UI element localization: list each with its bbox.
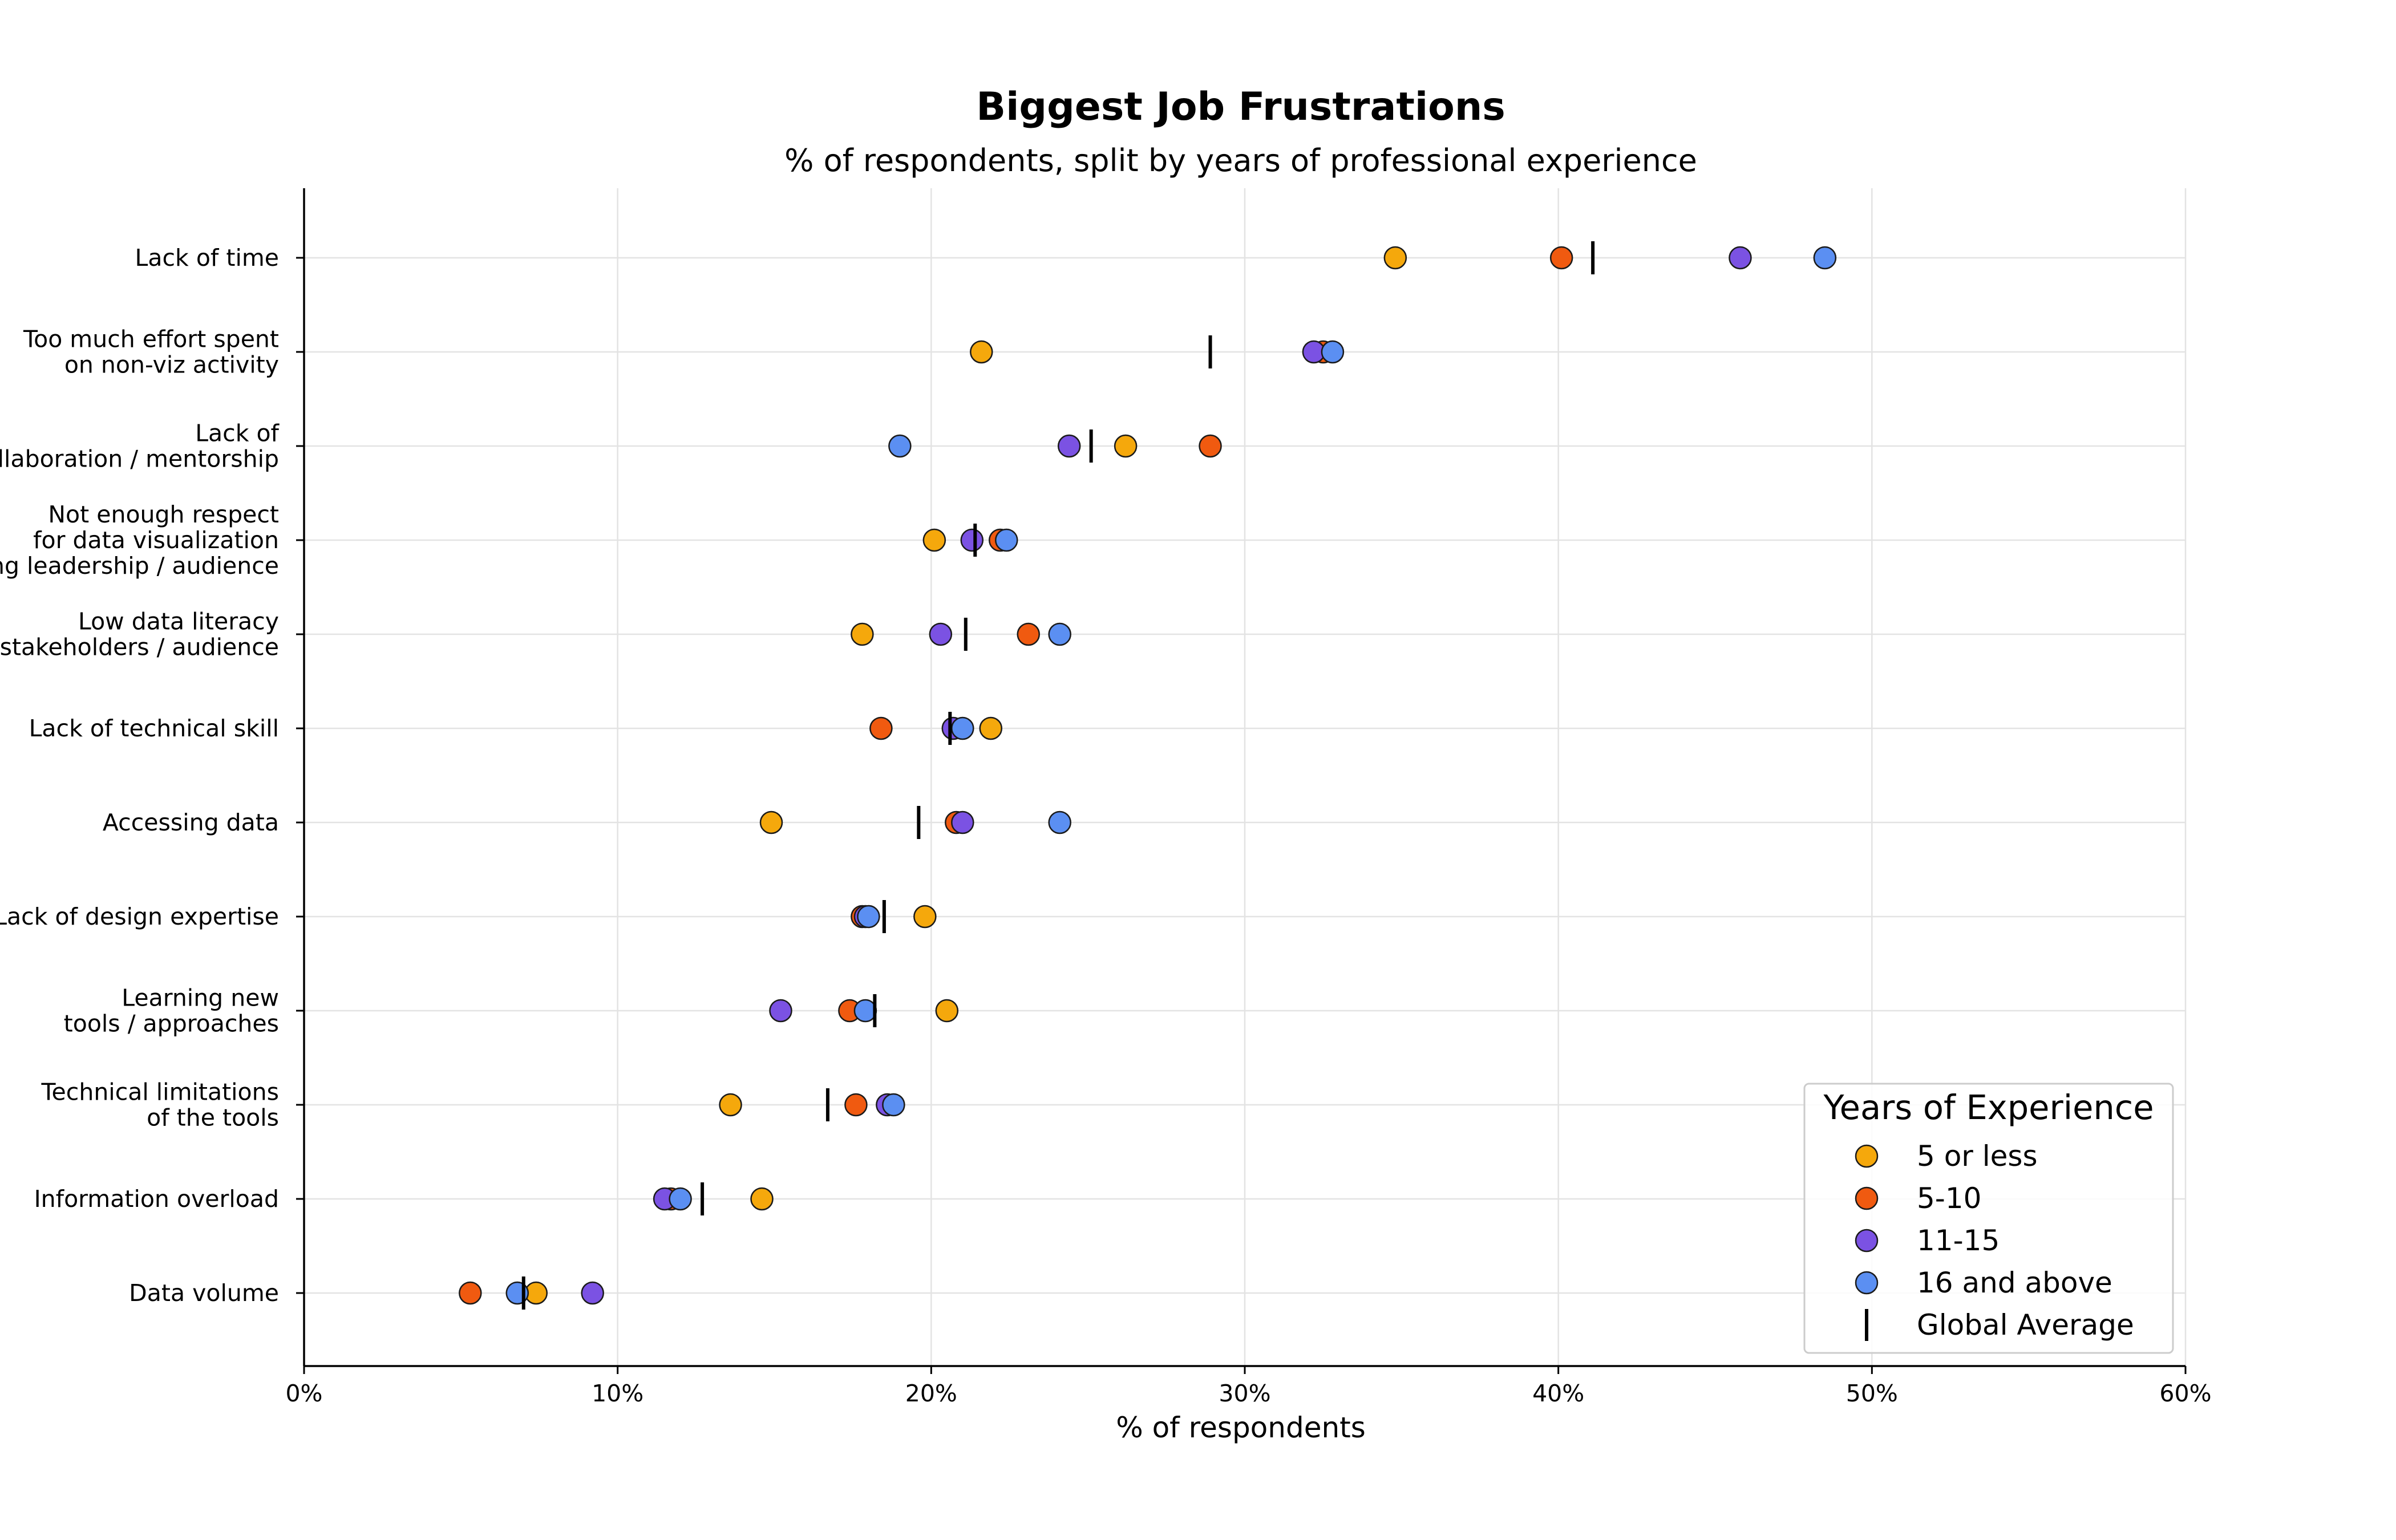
- y-tick-label: Lack of technical skill: [29, 715, 279, 742]
- point-11-15: [951, 810, 974, 834]
- legend-marker: [1855, 1271, 1879, 1295]
- y-tick-label: Accessing data: [103, 809, 279, 836]
- point-5-10: [844, 1093, 868, 1117]
- x-tick-label: 0%: [285, 1380, 322, 1407]
- point-11-15: [929, 622, 953, 646]
- legend-label: 5-10: [1917, 1182, 1981, 1215]
- point-5-or-less: [970, 340, 993, 364]
- legend-entries: 5 or less 5-10 11-15 16 and above Global Ave…: [1855, 1140, 2134, 1342]
- point-5-or-less: [979, 716, 1003, 740]
- point-16-and-above: [951, 716, 974, 740]
- point-16-and-above: [1048, 810, 1071, 834]
- legend-marker: [1855, 1229, 1879, 1253]
- point-11-15: [1729, 246, 1752, 270]
- data-marks: [459, 241, 1837, 1310]
- x-axis-label: % of respondents: [1116, 1411, 1366, 1444]
- point-5-10: [1549, 246, 1573, 270]
- point-5-or-less: [1383, 246, 1407, 270]
- x-tick-label: 10%: [592, 1380, 643, 1407]
- y-tick-label: Lack of time: [135, 244, 279, 271]
- point-5-10: [459, 1281, 482, 1305]
- point-16-and-above: [995, 528, 1018, 552]
- legend-title: Years of Experience: [1823, 1088, 2154, 1127]
- point-16-and-above: [888, 434, 912, 458]
- x-tick-label: 20%: [905, 1380, 957, 1407]
- point-5-10: [1017, 622, 1040, 646]
- y-tick-label: Lack of collaboration / mentorship: [0, 420, 280, 473]
- legend-label: 16 and above: [1917, 1266, 2112, 1299]
- chart-title: Biggest Job Frustrations: [976, 84, 1505, 129]
- point-16-and-above: [882, 1093, 905, 1117]
- y-tick-label: Learning new tools / approaches: [64, 984, 279, 1038]
- point-16-and-above: [853, 999, 877, 1023]
- point-5-10: [869, 716, 893, 740]
- y-tick-label: Low data literacy of stakeholders / audie…: [0, 608, 279, 661]
- y-tick-label: Information overload: [34, 1185, 279, 1213]
- x-tick-label: 30%: [1219, 1380, 1270, 1407]
- y-tick-label: Too much effort spent on non-viz activity: [23, 326, 279, 379]
- grid: [303, 188, 2187, 1366]
- legend-label: 5 or less: [1917, 1140, 2038, 1173]
- x-tick-label: 60%: [2159, 1380, 2211, 1407]
- point-16-and-above: [857, 905, 880, 929]
- legend-box: [1803, 1083, 2174, 1354]
- chart-subtitle: % of respondents, split by years of prof…: [784, 143, 1697, 179]
- point-16-and-above: [1321, 340, 1345, 364]
- point-5-or-less: [935, 999, 959, 1023]
- point-16-and-above: [1813, 246, 1837, 270]
- point-11-15: [1057, 434, 1081, 458]
- point-5-or-less: [922, 528, 946, 552]
- point-16-and-above: [669, 1187, 692, 1211]
- x-tick-label: 50%: [1846, 1380, 1898, 1407]
- point-5-or-less: [1114, 434, 1138, 458]
- point-5-or-less: [719, 1093, 742, 1117]
- point-5-or-less: [913, 905, 937, 929]
- point-5-or-less: [851, 622, 874, 646]
- legend-label: 11-15: [1917, 1224, 2000, 1257]
- legend-label: Global Average: [1917, 1308, 2134, 1342]
- y-tick-label: Data volume: [129, 1279, 279, 1307]
- point-11-15: [960, 528, 984, 552]
- tick-labels: 0% 10% 20% 30% 40% 50% 60% Lack of time Too much…: [0, 244, 2212, 1407]
- point-5-or-less: [759, 810, 783, 834]
- legend: Years of Experience 5 or less 5-10 11-15 16…: [1803, 1083, 2174, 1354]
- point-11-15: [581, 1281, 604, 1305]
- x-tick-label: 40%: [1532, 1380, 1584, 1407]
- y-tick-label: Lack of design expertise: [0, 903, 279, 930]
- point-5-or-less: [750, 1187, 774, 1211]
- point-16-and-above: [1048, 622, 1071, 646]
- y-tick-label: Not enough respect for data visualization…: [0, 501, 279, 579]
- axes: [296, 188, 2187, 1374]
- legend-marker: [1855, 1186, 1879, 1210]
- point-11-15: [769, 999, 792, 1023]
- legend-marker: [1855, 1144, 1879, 1168]
- y-tick-label: Technical limitations of the tools: [41, 1079, 279, 1132]
- point-5-10: [1199, 434, 1222, 458]
